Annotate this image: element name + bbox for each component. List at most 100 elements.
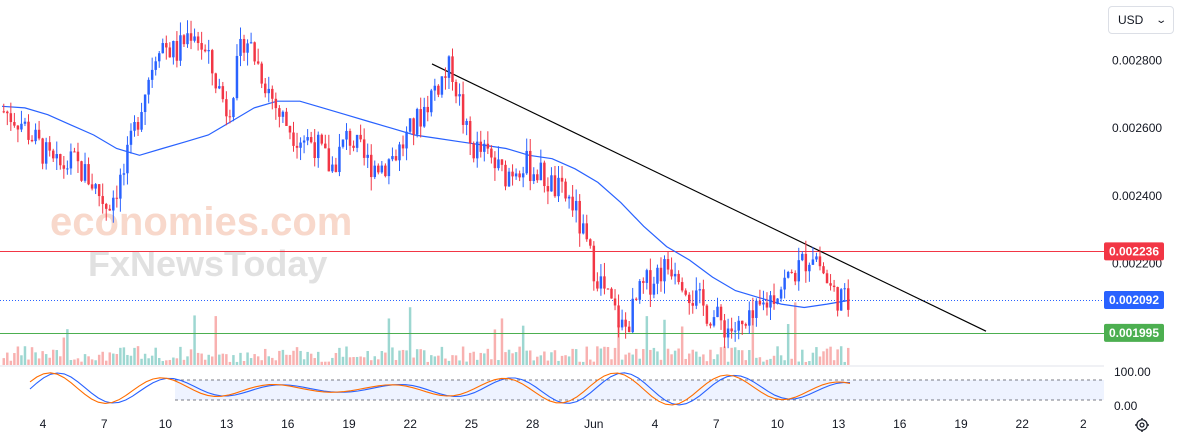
volume-bar	[119, 347, 122, 365]
candle	[94, 182, 97, 195]
candle	[723, 313, 726, 348]
candle	[532, 167, 536, 185]
volume-bar	[200, 353, 203, 365]
candle	[394, 149, 398, 162]
candle	[359, 124, 362, 143]
candle	[553, 165, 557, 198]
volume-bar	[133, 347, 136, 365]
candle	[263, 78, 267, 98]
volume-bar	[585, 346, 589, 365]
candle	[507, 167, 511, 187]
candle	[649, 258, 652, 307]
candle	[168, 42, 172, 58]
volume-bar	[189, 349, 193, 365]
candle	[475, 131, 479, 168]
x-tick-label: 25	[465, 417, 479, 431]
candle	[783, 269, 786, 299]
volume-bar	[642, 349, 645, 365]
stochastic-tick-label: 0.00	[1114, 399, 1138, 413]
volume-bar	[574, 349, 578, 365]
volume-bar	[468, 352, 472, 365]
candle	[836, 286, 839, 317]
candle	[606, 288, 610, 290]
volume-bar	[567, 356, 571, 365]
volume-bar	[415, 349, 419, 365]
candle	[83, 152, 87, 183]
price-tag-last-price: 0.002092	[1104, 291, 1164, 310]
candle	[193, 28, 196, 43]
volume-bar	[507, 349, 511, 365]
volume-bar	[620, 359, 624, 365]
volume-bar	[843, 361, 846, 365]
volume-bar	[613, 347, 617, 365]
volume-bar	[90, 359, 94, 365]
candle	[737, 315, 740, 340]
candle	[483, 139, 486, 162]
candle	[829, 274, 832, 291]
volume-bar	[221, 353, 225, 365]
candle	[101, 183, 104, 214]
candle	[126, 136, 129, 185]
volume-bar	[426, 361, 430, 365]
volume-bar	[543, 351, 546, 365]
candle	[843, 283, 846, 302]
volume-bar	[461, 346, 465, 365]
candle	[348, 128, 352, 155]
candle	[444, 67, 447, 90]
volume-bar	[306, 351, 309, 365]
volume-bar	[528, 350, 532, 365]
volume-bar	[203, 359, 207, 365]
volume-bar	[829, 346, 832, 365]
candle	[504, 160, 507, 191]
volume-bar	[536, 356, 539, 365]
candle	[66, 160, 69, 175]
volume-bar	[101, 351, 104, 365]
price-tag-resistance: 0.002236	[1104, 242, 1164, 261]
candle	[808, 262, 811, 282]
volume-bar	[695, 351, 698, 365]
volume-bar	[249, 358, 253, 365]
volume-bar	[394, 360, 398, 365]
volume-bar	[150, 355, 154, 365]
settings-button[interactable]	[1131, 414, 1153, 436]
candle	[271, 85, 274, 110]
candle	[324, 134, 327, 149]
volume-bar	[832, 360, 836, 365]
volume-bar	[504, 352, 507, 365]
volume-bar	[518, 346, 521, 365]
volume-bar	[34, 352, 37, 365]
candle	[539, 149, 543, 181]
volume-bar	[140, 358, 143, 365]
volume-bar	[578, 361, 581, 365]
candle	[486, 131, 490, 155]
volume-bar	[691, 349, 695, 365]
volume-bar	[2, 358, 6, 365]
candle	[80, 160, 83, 182]
candle	[581, 214, 585, 235]
candle	[214, 72, 218, 94]
volume-bar	[285, 354, 288, 365]
candle	[260, 61, 263, 89]
volume-bar	[179, 346, 182, 365]
volume-bar	[122, 347, 126, 365]
volume-bar	[405, 350, 408, 365]
volume-bar	[380, 351, 384, 365]
candle	[666, 251, 670, 275]
candle	[115, 185, 119, 208]
volume-bar	[51, 349, 55, 365]
volume-bar	[617, 325, 620, 365]
volume-bar	[546, 360, 550, 365]
volume-bar	[656, 351, 659, 365]
candle	[143, 94, 147, 125]
volume-bar	[451, 355, 454, 365]
candle	[154, 56, 157, 76]
candle	[9, 102, 13, 131]
volume-bar	[377, 359, 380, 365]
volume-bar	[822, 351, 825, 365]
candle	[472, 141, 475, 163]
volume-bar	[281, 349, 285, 365]
currency-select[interactable]: USD ⌄	[1108, 6, 1174, 34]
volume-bar	[444, 358, 447, 365]
volume-bar	[673, 350, 677, 365]
